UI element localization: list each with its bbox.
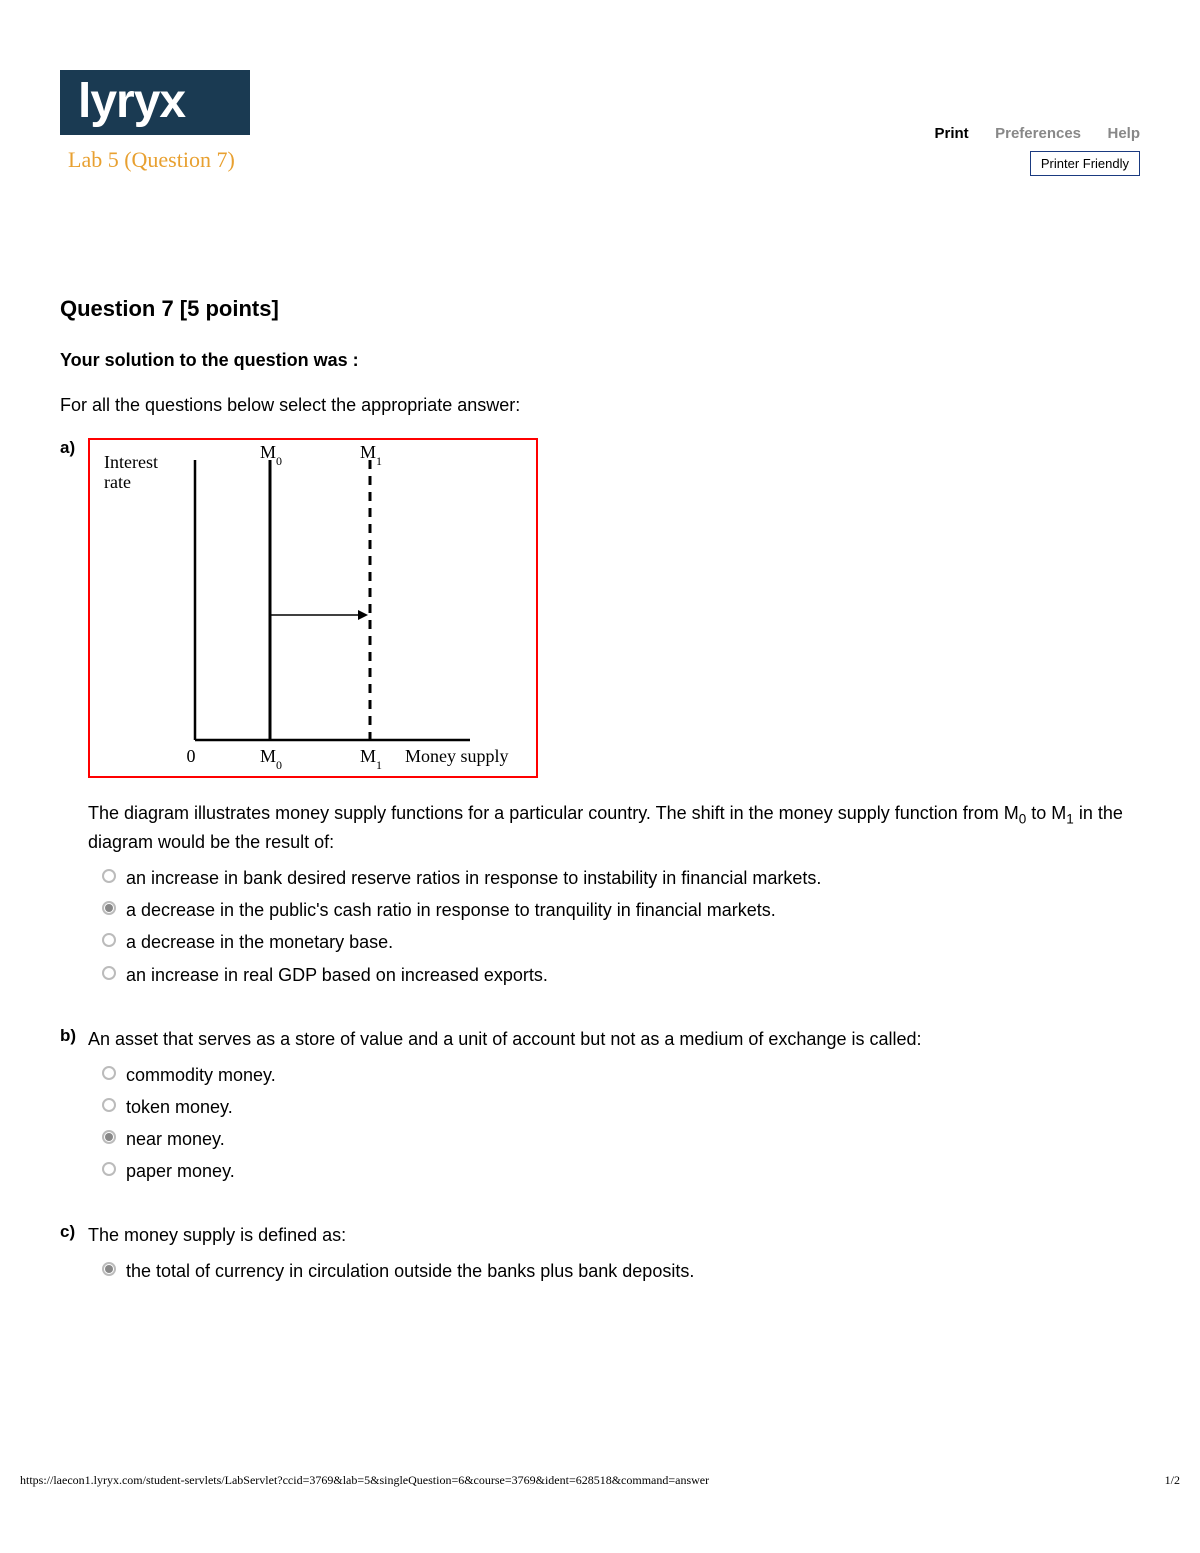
logo-block: lyryx Lab 5 (Question 7) <box>60 70 250 173</box>
part-c-options: the total of currency in circulation out… <box>88 1258 1140 1284</box>
page-footer: https://laecon1.lyryx.com/student-servle… <box>20 1473 1180 1488</box>
printer-friendly-button[interactable]: Printer Friendly <box>1030 151 1140 176</box>
radio-icon[interactable] <box>102 1130 116 1144</box>
preferences-link[interactable]: Preferences <box>995 125 1081 142</box>
svg-text:M0: M0 <box>260 746 282 772</box>
option-row[interactable]: an increase in bank desired reserve rati… <box>102 865 1140 891</box>
question-title: Question 7 [5 points] <box>60 296 1140 322</box>
option-row[interactable]: near money. <box>102 1126 1140 1152</box>
money-supply-diagram: InterestrateM0M10M0M1Money supply <box>88 438 538 778</box>
option-text: a decrease in the public's cash ratio in… <box>126 897 776 923</box>
instruction-text: For all the questions below select the a… <box>60 395 1140 416</box>
option-text: paper money. <box>126 1158 235 1184</box>
part-a-label: a) <box>60 438 88 994</box>
lab-title: Lab 5 (Question 7) <box>68 147 250 173</box>
radio-icon[interactable] <box>102 933 116 947</box>
option-row[interactable]: an increase in real GDP based on increas… <box>102 962 1140 988</box>
radio-icon[interactable] <box>102 1066 116 1080</box>
help-link[interactable]: Help <box>1107 125 1140 142</box>
part-c-label: c) <box>60 1222 88 1290</box>
option-row[interactable]: token money. <box>102 1094 1140 1120</box>
radio-icon[interactable] <box>102 1262 116 1276</box>
part-a: a) InterestrateM0M10M0M1Money supply The… <box>60 438 1140 994</box>
part-b-question: An asset that serves as a store of value… <box>88 1026 1140 1052</box>
option-text: near money. <box>126 1126 225 1152</box>
footer-page: 1/2 <box>1165 1473 1180 1488</box>
footer-url: https://laecon1.lyryx.com/student-servle… <box>20 1473 709 1488</box>
part-b-label: b) <box>60 1026 88 1190</box>
option-text: token money. <box>126 1094 233 1120</box>
radio-icon[interactable] <box>102 966 116 980</box>
part-b: b) An asset that serves as a store of va… <box>60 1026 1140 1190</box>
svg-text:lyryx: lyryx <box>78 75 186 128</box>
svg-text:rate: rate <box>104 472 131 492</box>
radio-icon[interactable] <box>102 901 116 915</box>
radio-icon[interactable] <box>102 1162 116 1176</box>
option-row[interactable]: paper money. <box>102 1158 1140 1184</box>
option-row[interactable]: the total of currency in circulation out… <box>102 1258 1140 1284</box>
radio-icon[interactable] <box>102 869 116 883</box>
print-link[interactable]: Print <box>935 125 969 142</box>
svg-text:Interest: Interest <box>104 452 158 472</box>
part-a-question: The diagram illustrates money supply fun… <box>88 800 1140 855</box>
svg-text:M1: M1 <box>360 746 382 772</box>
part-c: c) The money supply is defined as: the t… <box>60 1222 1140 1290</box>
option-text: the total of currency in circulation out… <box>126 1258 694 1284</box>
logo: lyryx <box>60 70 250 135</box>
solution-label: Your solution to the question was : <box>60 350 1140 371</box>
option-text: an increase in bank desired reserve rati… <box>126 865 821 891</box>
part-c-question: The money supply is defined as: <box>88 1222 1140 1248</box>
top-links: Print Preferences Help Printer Friendly <box>913 125 1141 176</box>
svg-text:Money supply: Money supply <box>405 746 509 766</box>
option-text: an increase in real GDP based on increas… <box>126 962 548 988</box>
part-a-options: an increase in bank desired reserve rati… <box>88 865 1140 987</box>
option-text: a decrease in the monetary base. <box>126 929 393 955</box>
option-row[interactable]: commodity money. <box>102 1062 1140 1088</box>
option-row[interactable]: a decrease in the monetary base. <box>102 929 1140 955</box>
svg-text:0: 0 <box>187 746 196 766</box>
part-b-options: commodity money. token money. near money. p… <box>88 1062 1140 1184</box>
option-row[interactable]: a decrease in the public's cash ratio in… <box>102 897 1140 923</box>
radio-icon[interactable] <box>102 1098 116 1112</box>
option-text: commodity money. <box>126 1062 276 1088</box>
